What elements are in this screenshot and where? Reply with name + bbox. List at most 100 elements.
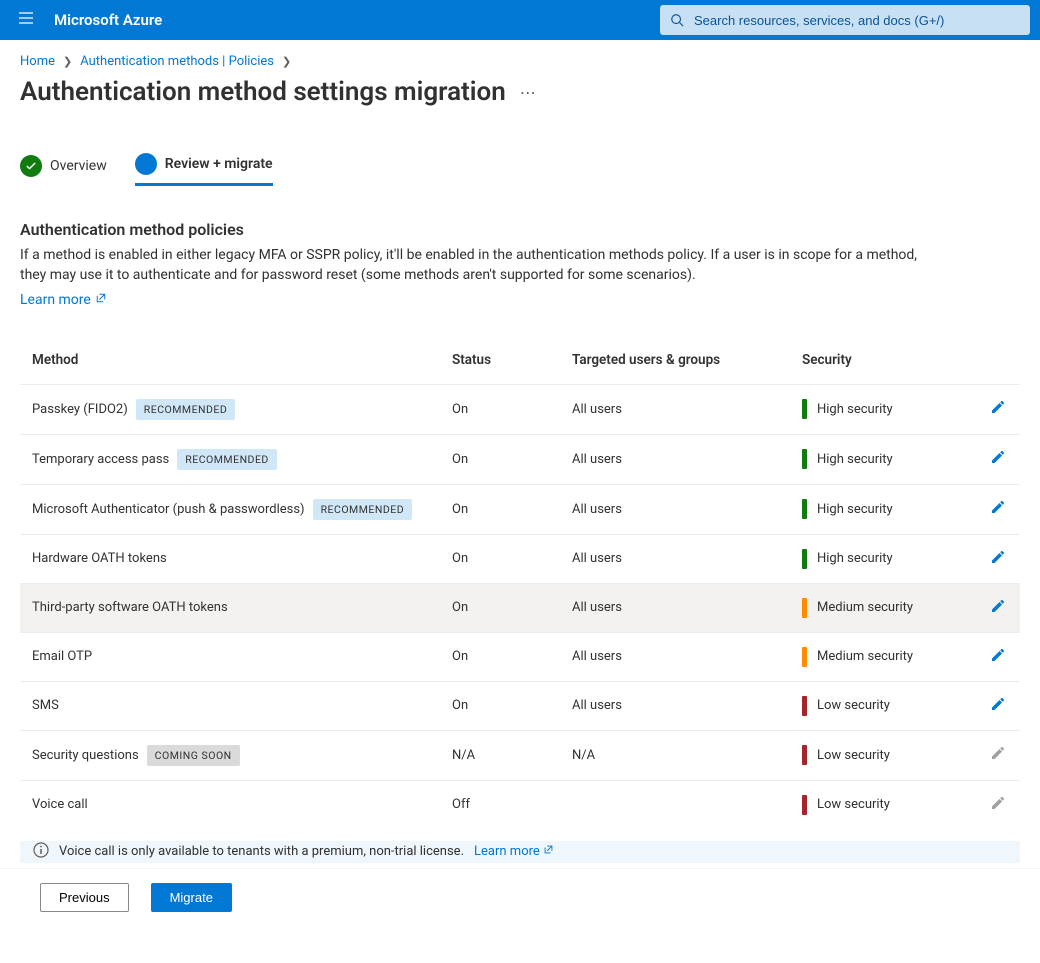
page-title: Authentication method settings migration [20, 77, 506, 107]
breadcrumb-home[interactable]: Home [20, 54, 55, 69]
tab-label: Overview [50, 158, 107, 174]
chevron-right-icon: ❯ [63, 55, 72, 68]
status-cell: On [440, 434, 560, 484]
targeted-cell: All users [560, 632, 790, 681]
col-status: Status [440, 342, 560, 385]
table-row[interactable]: Temporary access passRECOMMENDEDOnAll us… [20, 434, 1020, 484]
security-indicator [802, 696, 807, 716]
title-bar: Authentication method settings migration… [20, 77, 1020, 107]
breadcrumb-policies[interactable]: Authentication methods | Policies [80, 54, 274, 69]
actions-cell [970, 534, 1020, 583]
section-title: Authentication method policies [20, 220, 1020, 239]
targeted-cell: All users [560, 583, 790, 632]
table-row[interactable]: Third-party software OATH tokensOnAll us… [20, 583, 1020, 632]
table-row[interactable]: Passkey (FIDO2)RECOMMENDEDOnAll usersHig… [20, 384, 1020, 434]
status-cell: On [440, 534, 560, 583]
learn-more-link[interactable]: Learn more [20, 292, 107, 308]
table-row[interactable]: Voice callOffLow security [20, 780, 1020, 829]
method-cell: Microsoft Authenticator (push & password… [20, 484, 440, 534]
table-row[interactable]: Microsoft Authenticator (push & password… [20, 484, 1020, 534]
method-name: Security questions [32, 748, 139, 763]
security-cell: Low security [790, 780, 970, 829]
search-icon [670, 13, 684, 27]
table-row[interactable]: SMSOnAll usersLow security [20, 681, 1020, 730]
actions-cell [970, 583, 1020, 632]
table-row[interactable]: Email OTPOnAll users Medium security [20, 632, 1020, 681]
security-cell: High security [790, 484, 970, 534]
security-cell: High security [790, 534, 970, 583]
edit-icon[interactable] [990, 499, 1006, 515]
link-label: Learn more [474, 844, 540, 859]
recommended-badge: RECOMMENDED [177, 449, 277, 470]
method-name: Temporary access pass [32, 452, 169, 467]
targeted-cell: All users [560, 534, 790, 583]
tab-label: Review + migrate [165, 156, 273, 172]
search-input[interactable] [692, 12, 1020, 29]
search-box[interactable] [660, 5, 1030, 35]
edit-icon [990, 795, 1006, 811]
external-link-icon [543, 844, 554, 858]
step-current-icon [135, 153, 157, 175]
method-name: Third-party software OATH tokens [32, 600, 228, 615]
method-cell: Email OTP [20, 632, 440, 681]
external-link-icon [95, 292, 107, 307]
edit-icon[interactable] [990, 449, 1006, 465]
check-icon [20, 155, 42, 177]
method-cell: Security questions COMING SOON [20, 730, 440, 780]
status-cell: On [440, 384, 560, 434]
edit-icon[interactable] [990, 647, 1006, 663]
table-row[interactable]: Hardware OATH tokensOnAll usersHigh secu… [20, 534, 1020, 583]
col-targeted: Targeted users & groups [560, 342, 790, 385]
security-label: Medium security [817, 649, 913, 664]
page-content: Home ❯ Authentication methods | Policies… [0, 40, 1040, 963]
edit-icon[interactable] [990, 399, 1006, 415]
security-label: High security [817, 452, 893, 467]
info-text: Voice call is only available to tenants … [59, 844, 464, 859]
edit-icon [990, 745, 1006, 761]
breadcrumb: Home ❯ Authentication methods | Policies… [20, 54, 1020, 69]
security-label: Low security [817, 748, 890, 763]
security-cell: Low security [790, 681, 970, 730]
coming-soon-badge: COMING SOON [147, 745, 240, 766]
status-cell: On [440, 484, 560, 534]
security-label: High security [817, 502, 893, 517]
security-indicator [802, 549, 807, 569]
security-indicator [802, 598, 807, 618]
security-cell: High security [790, 434, 970, 484]
method-name: SMS [32, 698, 59, 713]
security-cell: High security [790, 384, 970, 434]
info-learn-more-link[interactable]: Learn more [474, 844, 554, 859]
table-row[interactable]: Security questionsCOMING SOONN/AN/ALow s… [20, 730, 1020, 780]
search-wrap [660, 5, 1030, 35]
methods-table: Method Status Targeted users & groups Se… [20, 342, 1020, 829]
edit-icon[interactable] [990, 696, 1006, 712]
actions-cell [970, 484, 1020, 534]
link-label: Learn more [20, 292, 91, 308]
security-label: Medium security [817, 600, 913, 615]
security-indicator [802, 647, 807, 667]
security-indicator [802, 745, 807, 765]
tab-overview[interactable]: Overview [20, 153, 107, 186]
migrate-button[interactable]: Migrate [151, 883, 232, 912]
more-actions-button[interactable]: ⋯ [520, 83, 536, 102]
tab-review-migrate[interactable]: Review + migrate [135, 153, 273, 186]
status-cell: On [440, 681, 560, 730]
status-cell: On [440, 632, 560, 681]
method-name: Voice call [32, 797, 88, 812]
wizard-footer: Previous Migrate [0, 869, 1040, 926]
table-header-row: Method Status Targeted users & groups Se… [20, 342, 1020, 385]
status-cell: N/A [440, 730, 560, 780]
section-description: If a method is enabled in either legacy … [20, 245, 920, 286]
edit-icon[interactable] [990, 549, 1006, 565]
col-security: Security [790, 342, 970, 385]
hamburger-icon[interactable] [10, 4, 42, 37]
actions-cell [970, 384, 1020, 434]
targeted-cell: All users [560, 384, 790, 434]
actions-cell [970, 434, 1020, 484]
actions-cell [970, 632, 1020, 681]
security-label: Low security [817, 698, 890, 713]
previous-button[interactable]: Previous [40, 883, 129, 912]
info-icon [33, 842, 49, 862]
edit-icon[interactable] [990, 598, 1006, 614]
security-label: Low security [817, 797, 890, 812]
